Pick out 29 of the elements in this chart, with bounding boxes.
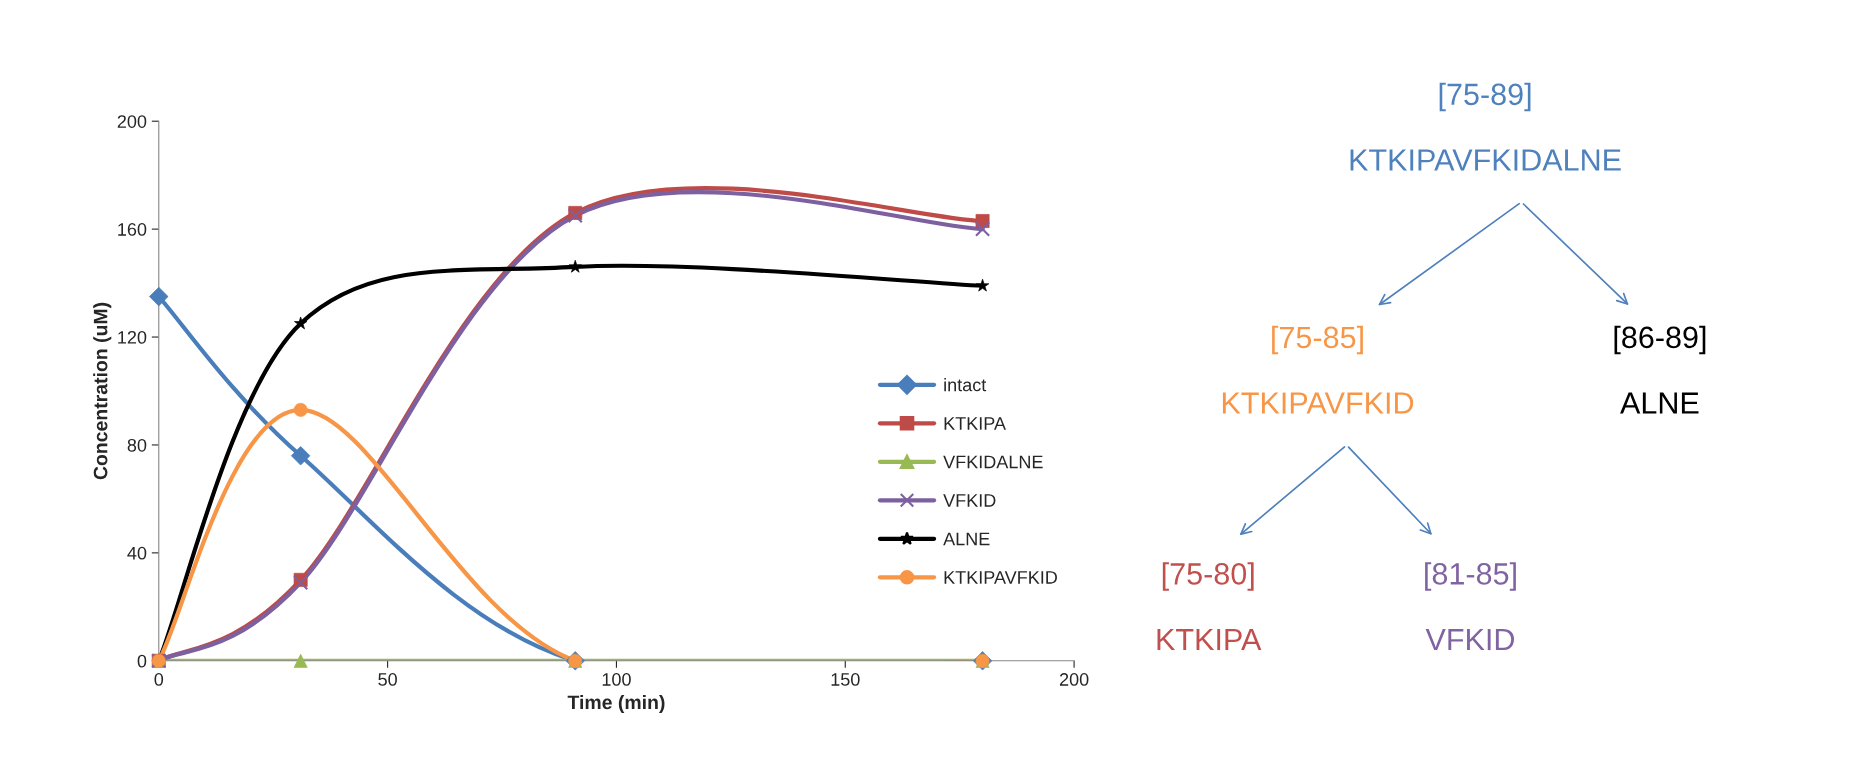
x-tick-label: 150 [831,673,860,686]
text: KTKIPA [1157,629,1262,651]
x-tick-label: 200 [1059,673,1089,686]
y-tick-label: 0 [137,654,147,668]
y-tick-label: 160 [118,223,147,236]
text: KTKIPAVFKID [1222,392,1414,414]
y-axis-title: Concentration (uM) [93,302,112,480]
y-tick-label: 80 [127,438,147,452]
text: KTKIPAVFKIDALNE [1350,149,1621,171]
text: [75-80] [1162,562,1254,591]
y-tick-label: 120 [118,330,147,344]
text: [81-85] [1425,562,1516,591]
legend-label: ALNE [943,532,990,546]
x-tick-label: 50 [378,673,397,686]
x-tick-label: 0 [154,673,164,686]
legend-label: intact [944,378,987,392]
y-tick-label: 200 [117,115,147,128]
x-tick-label: 100 [602,673,631,686]
x-axis-title: Time (min) [567,694,665,714]
legend-label: VFKIDALNE [943,455,1043,469]
text: VFKID [1425,629,1515,651]
text: [75-85] [1272,325,1363,355]
legend-label: KTKIPA [944,417,1006,430]
y-tick-label: 40 [127,546,147,560]
legend-label: KTKIPAVFKID [944,571,1057,584]
text: ALNE [1620,392,1699,414]
text: [75-89] [1439,82,1531,112]
text: [86-89] [1614,325,1706,355]
legend-label: VFKID [943,494,996,507]
